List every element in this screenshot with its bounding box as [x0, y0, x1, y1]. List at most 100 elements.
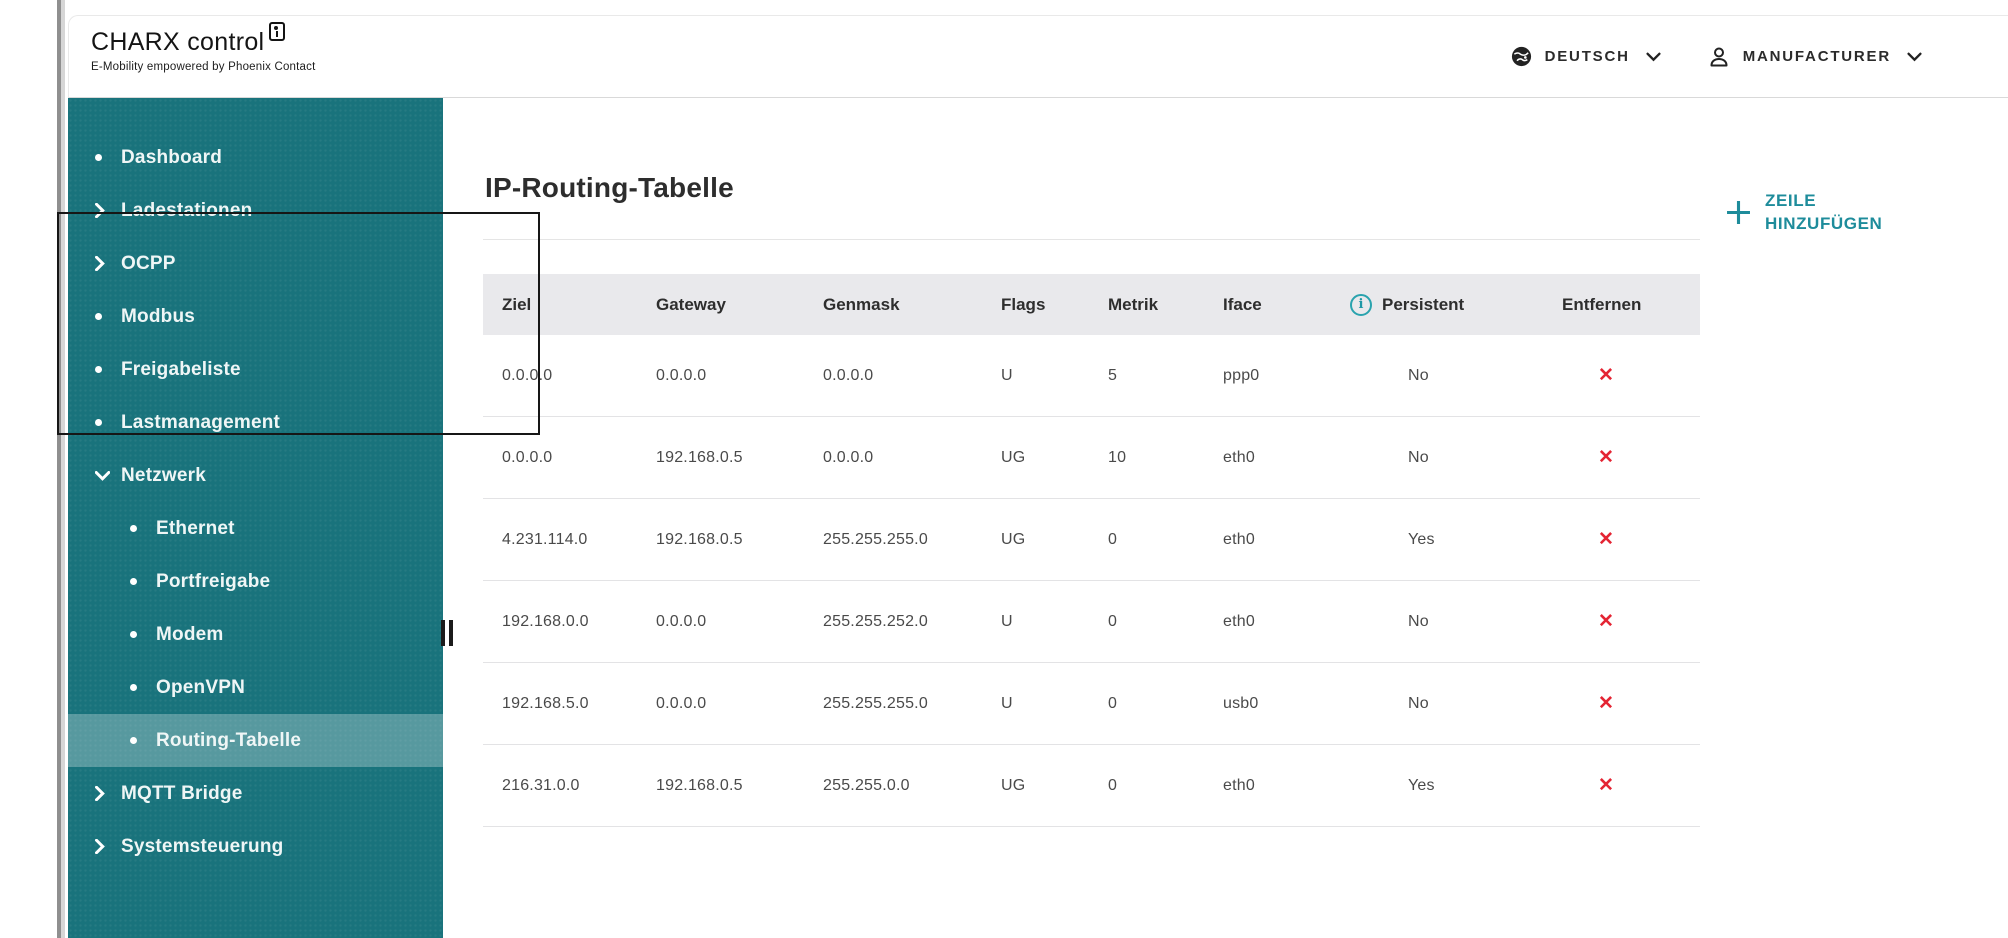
- bullet-icon: [95, 313, 121, 320]
- delete-row-button[interactable]: ✕: [1598, 692, 1615, 714]
- add-row-label-line2: HINZUFÜGEN: [1765, 213, 1883, 233]
- cell-metrik: 0: [1108, 530, 1118, 548]
- plus-icon: [1725, 199, 1752, 226]
- table-body: 0.0.0.0 0.0.0.0 0.0.0.0 U 5 ppp0 No ✕ 0.…: [483, 335, 1700, 827]
- column-header-metrik: Metrik: [1108, 294, 1159, 314]
- cell-metrik: 0: [1108, 694, 1118, 712]
- bullet-icon: [130, 737, 156, 744]
- cell-flags: U: [1001, 366, 1013, 384]
- sidebar-item-modbus[interactable]: Modbus: [68, 290, 443, 343]
- sidebar-item-ladestationen[interactable]: Ladestationen: [68, 184, 443, 237]
- table-row: 0.0.0.0 0.0.0.0 0.0.0.0 U 5 ppp0 No ✕: [483, 335, 1700, 417]
- sidebar-item-ocpp[interactable]: OCPP: [68, 237, 443, 290]
- info-icon[interactable]: i: [1350, 293, 1372, 316]
- main-content: IP-Routing-Tabelle ZEILE HINZUFÜGEN Ziel…: [443, 98, 2008, 938]
- account-menu[interactable]: MANUFACTURER: [1707, 45, 1922, 69]
- cell-flags: UG: [1001, 530, 1026, 548]
- delete-row-button[interactable]: ✕: [1598, 364, 1615, 386]
- logo-mark-icon: [269, 22, 286, 41]
- cell-ziel: 192.168.0.0: [502, 612, 589, 630]
- routing-table: Ziel Gateway Genmask Flags Metrik Iface …: [483, 274, 1700, 827]
- column-header-persistent: i Persistent: [1344, 293, 1560, 316]
- cell-ziel: 192.168.5.0: [502, 694, 589, 712]
- page-title: IP-Routing-Tabelle: [485, 172, 734, 203]
- bullet-icon: [130, 631, 156, 638]
- table-row: 192.168.0.0 0.0.0.0 255.255.252.0 U 0 et…: [483, 581, 1700, 663]
- sidebar-item-portfreigabe[interactable]: Portfreigabe: [68, 555, 443, 608]
- cell-flags: U: [1001, 612, 1013, 630]
- cell-iface: eth0: [1223, 530, 1255, 548]
- cell-persistent: Yes: [1408, 530, 1435, 548]
- chevron-down-icon: [1907, 52, 1922, 62]
- language-menu[interactable]: DEUTSCH: [1510, 45, 1661, 68]
- cell-iface: eth0: [1223, 448, 1255, 466]
- sidebar-item-lastmanagement[interactable]: Lastmanagement: [68, 396, 443, 449]
- column-header-gateway: Gateway: [656, 294, 726, 314]
- sidebar-item-dashboard[interactable]: Dashboard: [68, 131, 443, 184]
- sidebar-item-freigabeliste[interactable]: Freigabeliste: [68, 343, 443, 396]
- table-row: 192.168.5.0 0.0.0.0 255.255.255.0 U 0 us…: [483, 663, 1700, 745]
- table-header-row: Ziel Gateway Genmask Flags Metrik Iface …: [483, 274, 1700, 335]
- user-icon: [1707, 45, 1731, 69]
- bullet-icon: [130, 578, 156, 585]
- chevron-right-icon: [95, 786, 121, 801]
- app-header: CHARX control E-Mobility empowered by Ph…: [68, 15, 2008, 98]
- table-row: 4.231.114.0 192.168.0.5 255.255.255.0 UG…: [483, 499, 1700, 581]
- cell-metrik: 0: [1108, 776, 1118, 794]
- add-row-button[interactable]: ZEILE HINZUFÜGEN: [1725, 190, 1882, 236]
- cell-gateway: 0.0.0.0: [656, 366, 707, 384]
- cell-gateway: 192.168.0.5: [656, 530, 743, 548]
- column-header-entfernen: Entfernen: [1562, 294, 1642, 314]
- cell-persistent: Yes: [1408, 776, 1435, 794]
- bullet-icon: [95, 154, 121, 161]
- sidebar-item-systemsteuerung[interactable]: Systemsteuerung: [68, 820, 443, 873]
- chevron-right-icon: [95, 839, 121, 854]
- cell-gateway: 0.0.0.0: [656, 694, 707, 712]
- delete-row-button[interactable]: ✕: [1598, 528, 1615, 550]
- delete-row-button[interactable]: ✕: [1598, 610, 1615, 632]
- column-header-iface: Iface: [1223, 294, 1262, 314]
- cell-iface: usb0: [1223, 694, 1259, 712]
- cell-entfernen: ✕: [1560, 776, 1700, 796]
- cell-genmask: 0.0.0.0: [823, 448, 874, 466]
- globe-icon: [1510, 45, 1533, 68]
- cell-persistent: No: [1408, 694, 1429, 712]
- column-header-genmask: Genmask: [823, 294, 900, 314]
- delete-row-button[interactable]: ✕: [1598, 774, 1615, 796]
- cell-entfernen: ✕: [1560, 694, 1700, 714]
- bullet-icon: [130, 684, 156, 691]
- cell-ziel: 0.0.0.0: [502, 448, 553, 466]
- cell-metrik: 0: [1108, 612, 1118, 630]
- sidebar-item-modem[interactable]: Modem: [68, 608, 443, 661]
- cell-gateway: 0.0.0.0: [656, 612, 707, 630]
- cell-genmask: 255.255.0.0: [823, 776, 910, 794]
- splitter-handle-icon[interactable]: [441, 620, 454, 646]
- cell-metrik: 10: [1108, 448, 1127, 466]
- language-label: DEUTSCH: [1544, 48, 1630, 65]
- sidebar-item-routing-tabelle[interactable]: Routing-Tabelle: [68, 714, 443, 767]
- logo-title: CHARX control: [91, 28, 265, 56]
- logo-subtitle: E-Mobility empowered by Phoenix Contact: [91, 60, 316, 73]
- bullet-icon: [95, 419, 121, 426]
- cell-entfernen: ✕: [1560, 612, 1700, 632]
- sidebar-nav: Dashboard Ladestationen OCPP Modbus Frei…: [68, 98, 443, 938]
- chevron-right-icon: [95, 256, 121, 271]
- cell-entfernen: ✕: [1560, 366, 1700, 386]
- sidebar-item-mqtt-bridge[interactable]: MQTT Bridge: [68, 767, 443, 820]
- cell-gateway: 192.168.0.5: [656, 776, 743, 794]
- sidebar-item-netzwerk[interactable]: Netzwerk: [68, 449, 443, 502]
- cell-ziel: 0.0.0.0: [502, 366, 553, 384]
- cell-ziel: 216.31.0.0: [502, 776, 580, 794]
- cell-persistent: No: [1408, 612, 1429, 630]
- cell-genmask: 255.255.252.0: [823, 612, 928, 630]
- cell-entfernen: ✕: [1560, 448, 1700, 468]
- sidebar-item-ethernet[interactable]: Ethernet: [68, 502, 443, 555]
- sidebar-item-openvpn[interactable]: OpenVPN: [68, 661, 443, 714]
- delete-row-button[interactable]: ✕: [1598, 446, 1615, 468]
- chevron-right-icon: [95, 203, 121, 218]
- window-edge-line: [57, 0, 61, 938]
- table-row: 216.31.0.0 192.168.0.5 255.255.0.0 UG 0 …: [483, 745, 1700, 827]
- account-label: MANUFACTURER: [1742, 48, 1891, 65]
- window-edge-line: [61, 0, 65, 938]
